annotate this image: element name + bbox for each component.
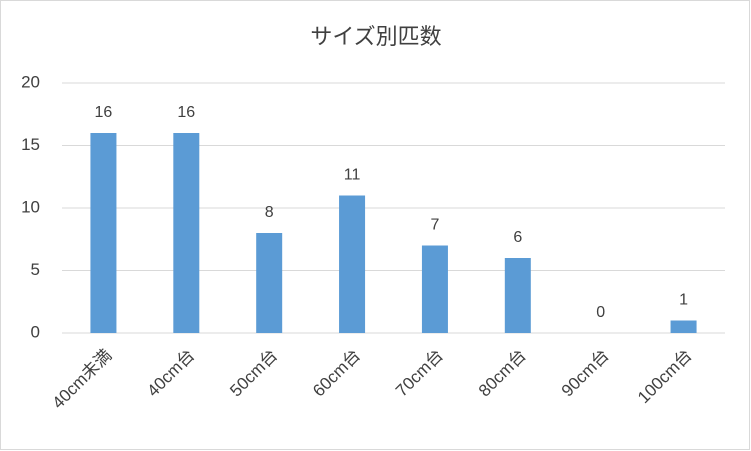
y-tick-label: 10 — [21, 197, 40, 216]
bar — [421, 245, 448, 333]
data-label: 7 — [430, 217, 439, 234]
bar — [670, 320, 697, 333]
y-tick-label: 0 — [31, 322, 40, 341]
bar — [90, 133, 117, 333]
data-label: 16 — [177, 104, 195, 121]
data-label: 0 — [596, 304, 605, 321]
data-label: 11 — [344, 167, 361, 184]
y-tick-label: 20 — [21, 72, 40, 91]
bar — [173, 133, 200, 333]
data-label: 8 — [265, 204, 274, 221]
bar — [339, 195, 366, 333]
data-label: 16 — [95, 104, 113, 121]
chart-title: サイズ別匹数 — [310, 24, 441, 49]
bar — [256, 233, 283, 333]
data-label: 1 — [679, 292, 688, 309]
bar — [504, 258, 531, 333]
data-label: 6 — [513, 229, 522, 246]
y-tick-label: 5 — [31, 260, 40, 279]
y-tick-label: 15 — [21, 135, 40, 154]
